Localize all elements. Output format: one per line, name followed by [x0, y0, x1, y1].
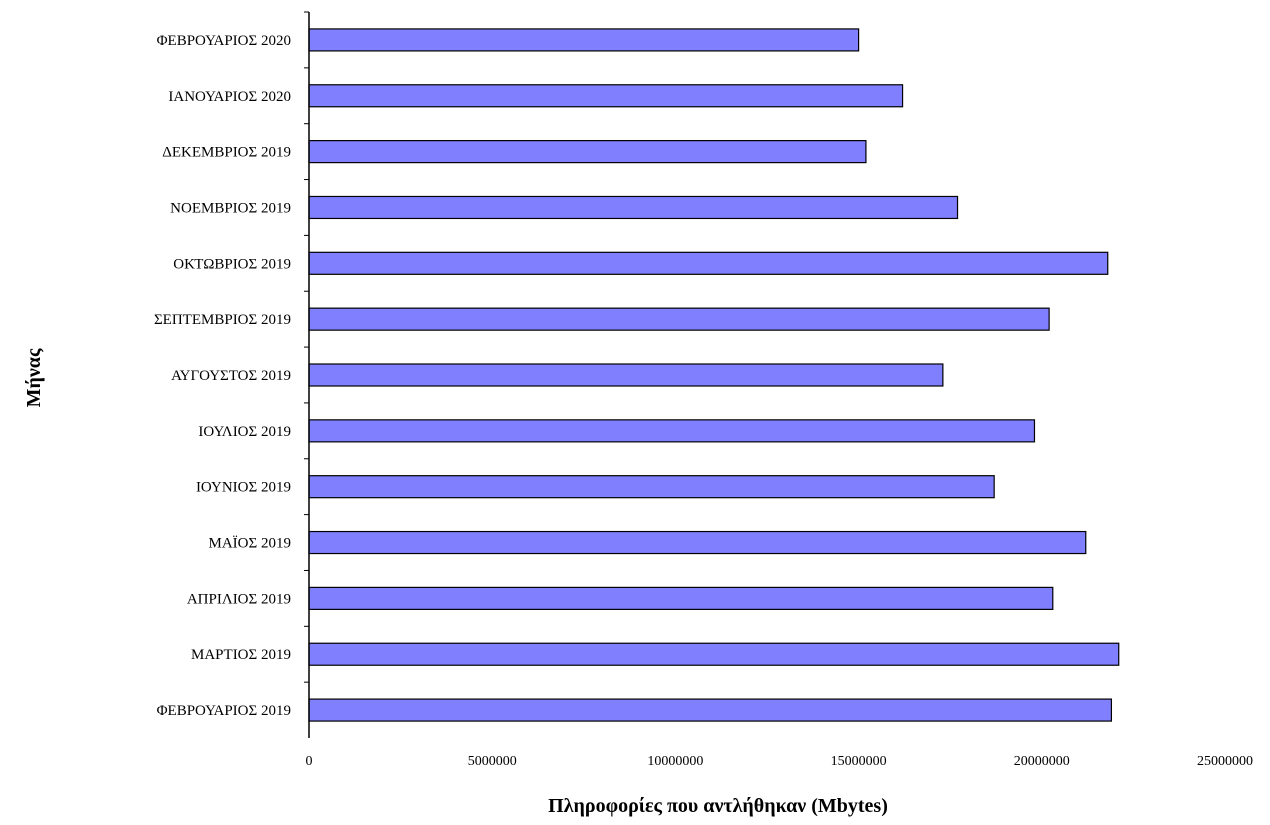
bar — [308, 419, 1036, 443]
bar — [308, 475, 995, 499]
bar — [308, 307, 1050, 331]
category-label: ΙΑΝΟΥΑΡΙΟΣ 2020 — [168, 89, 291, 105]
bar — [308, 363, 944, 387]
bar — [308, 84, 904, 108]
x-tick-label: 0 — [306, 754, 313, 769]
bar — [308, 586, 1054, 610]
category-label: ΜΑΪΟΣ 2019 — [209, 535, 291, 552]
category-labels: ΦΕΒΡΟΥΑΡΙΟΣ 2020 ΙΑΝΟΥΑΡΙΟΣ 2020 ΔΕΚΕΜΒΡΙΟ… — [154, 33, 291, 719]
y-axis-title: Μήνας — [23, 348, 45, 407]
x-axis-ticks: 0 5000000 10000000 15000000 20000000 25000000 — [304, 11, 1253, 769]
x-tick-label: 15000000 — [831, 754, 887, 769]
category-label: ΙΟΥΝΙΟΣ 2019 — [196, 480, 291, 496]
bar — [308, 642, 1120, 666]
category-label: ΣΕΠΤΕΜΒΡΙΟΣ 2019 — [154, 312, 291, 328]
x-tick-label: 20000000 — [1014, 754, 1070, 769]
category-label: ΦΕΒΡΟΥΑΡΙΟΣ 2019 — [157, 703, 291, 719]
x-axis-title: Πληροφορίες που αντλήθηκαν (Mbytes) — [548, 795, 888, 817]
x-tick-label: 5000000 — [468, 754, 517, 769]
category-label: ΔΕΚΕΜΒΡΙΟΣ 2019 — [162, 145, 291, 161]
bar — [308, 195, 959, 220]
bar — [308, 28, 860, 52]
x-tick-label: 25000000 — [1197, 754, 1253, 769]
category-label: ΦΕΒΡΟΥΑΡΙΟΣ 2020 — [157, 33, 291, 49]
bar — [308, 140, 867, 164]
x-tick-label: 10000000 — [647, 754, 703, 769]
category-label: ΝΟΕΜΒΡΙΟΣ 2019 — [170, 200, 291, 216]
bar — [308, 530, 1087, 555]
category-label: ΙΟΥΛΙΟΣ 2019 — [198, 424, 291, 440]
category-label: ΟΚΤΩΒΡΙΟΣ 2019 — [173, 256, 291, 272]
bar — [308, 251, 1109, 275]
bars-group — [308, 28, 1120, 722]
category-label: ΜΑΡΤΙΟΣ 2019 — [191, 647, 291, 663]
category-label: ΑΥΓΟΥΣΤΟΣ 2019 — [171, 368, 291, 384]
bar — [308, 698, 1113, 722]
category-label: ΑΠΡΙΛΙΟΣ 2019 — [187, 591, 291, 607]
